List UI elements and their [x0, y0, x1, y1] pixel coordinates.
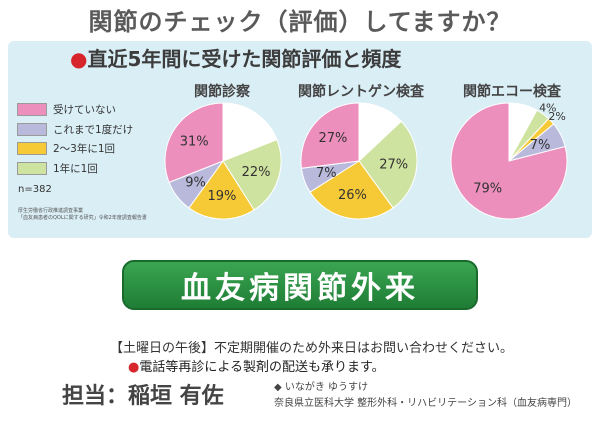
- staff-title: 担当：稲垣 有佐: [62, 384, 224, 409]
- red-bullet: ●: [128, 360, 140, 375]
- pie-slice: [309, 160, 394, 220]
- sample-size: n=382: [18, 184, 52, 195]
- schedule-info: 【土曜日の午後】不定期開催のため外来日はお問い合わせください。: [110, 341, 514, 356]
- pie-data-label: 31%: [180, 134, 209, 149]
- pie-data-label: 19%: [207, 189, 236, 204]
- pie-data-label: 26%: [338, 188, 367, 203]
- pie-slice: [450, 102, 568, 220]
- pie-chart-3: 4%2% 7% 79%: [450, 102, 568, 220]
- staff-reading: ◆ いながき ゆうすけ: [274, 382, 369, 393]
- pie-slice: [358, 120, 418, 209]
- legend-label: これまで1度だけ: [53, 123, 134, 136]
- legend-label: 受けていない: [53, 104, 116, 117]
- legend-item: 受けていない: [17, 100, 133, 120]
- chart-title-1: 関節診察: [194, 84, 250, 100]
- page-title: 関節のチェック（評価）してますか？: [88, 8, 512, 36]
- banner-text: 血友病関節外来: [181, 271, 419, 306]
- legend-swatch: [17, 103, 47, 117]
- staff-affiliation: 奈良県立医科大学 整形外科・リハビリテーション科（血友病専門）: [274, 398, 577, 409]
- legend-item: 1年に1回: [17, 159, 133, 179]
- pie-data-label: 27%: [379, 157, 408, 172]
- pie-data-label: 22%: [242, 165, 271, 180]
- red-bullet: ●: [70, 47, 88, 71]
- legend-item: 2〜3年に1回: [17, 139, 133, 159]
- pie-data-label: 27%: [318, 131, 347, 146]
- pie-slice: [222, 102, 278, 162]
- pie-data-label: 7%: [530, 138, 551, 153]
- panel-title: ●直近5年間に受けた関節評価と頻度: [70, 43, 401, 72]
- chart-title-2: 関節レントゲン検査: [298, 84, 424, 100]
- legend: 受けていない これまで1度だけ 2〜3年に1回 1年に1回: [17, 100, 133, 178]
- source-line-2: 「血友病患者のQOLに関する研究」令和2年度調査報告書: [18, 215, 147, 221]
- legend-swatch: [17, 122, 47, 136]
- pie-slice: [300, 102, 360, 169]
- pie-slice: [164, 102, 224, 184]
- pie-data-label: 7%: [316, 166, 337, 181]
- delivery-text: 電話等再診による製剤の配送も承ります。: [139, 360, 385, 375]
- source-line-1: 厚生労働省行政推進調査事業: [18, 208, 84, 214]
- pie-data-label: 9%: [185, 175, 206, 190]
- legend-item: これまで1度だけ: [17, 120, 133, 140]
- legend-label: 1年に1回: [53, 162, 98, 175]
- clinic-banner: 血友病関節外来: [122, 260, 478, 310]
- delivery-notice: ●電話等再診による製剤の配送も承ります。: [128, 356, 385, 375]
- pie-chart-2: 27% 26%7% 27%: [300, 102, 418, 220]
- pie-data-label: 4%: [539, 102, 556, 115]
- source-note: 厚生労働省行政推進調査事業 「血友病患者のQOLに関する研究」令和2年度調査報告…: [18, 208, 147, 222]
- pie-data-label: 79%: [473, 181, 502, 196]
- pie-slice: [222, 138, 282, 211]
- pie-data-label: 2%: [548, 110, 565, 123]
- pie-chart-1: 22% 19%9% 31%: [164, 102, 282, 220]
- panel-title-text: 直近5年間に受けた関節評価と頻度: [87, 47, 402, 71]
- legend-swatch: [17, 142, 47, 156]
- legend-swatch: [17, 161, 47, 175]
- chart-title-3: 関節エコー検査: [463, 84, 561, 100]
- legend-label: 2〜3年に1回: [53, 143, 116, 156]
- pie-slice: [188, 160, 255, 220]
